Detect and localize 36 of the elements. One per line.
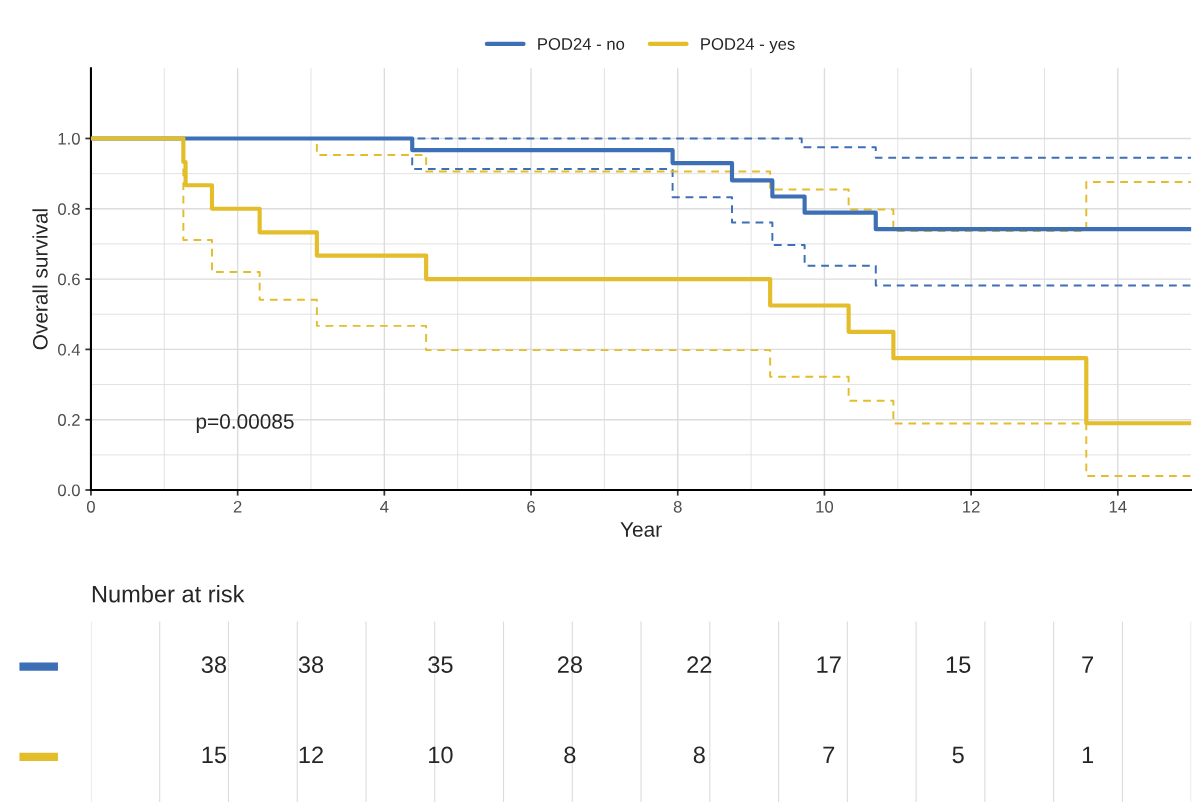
y-axis-title: Overall survival — [32, 209, 48, 350]
text: 35 — [428, 656, 453, 673]
text: 12 — [299, 746, 323, 763]
x-tick-label: 4 — [380, 501, 389, 513]
annotation: p=0.00085 — [196, 414, 294, 433]
x-tick-label: 2 — [233, 500, 242, 513]
y-tick-label: 1.0 — [58, 132, 80, 145]
x-tick-label: 8 — [673, 500, 682, 513]
text: Number at risk — [92, 585, 245, 603]
text: 7 — [1082, 656, 1093, 673]
text: 38 — [201, 656, 227, 673]
y-tick-label: 0.4 — [58, 343, 81, 356]
text: 7 — [823, 746, 835, 763]
text: 38 — [298, 656, 324, 673]
x-tick-label: 10 — [816, 500, 834, 513]
text: 8 — [564, 746, 576, 764]
text: 1 — [1082, 746, 1094, 763]
x-axis-title: Year — [620, 522, 662, 537]
legend-label: POD24 - no — [538, 38, 625, 50]
legend-label: POD24 - yes — [701, 38, 795, 54]
text: 15 — [946, 656, 971, 673]
y-tick-label: 0.6 — [58, 273, 80, 286]
x-tick-label: 12 — [963, 500, 980, 513]
text: 8 — [693, 746, 705, 764]
text: 10 — [429, 746, 453, 764]
text: 22 — [687, 656, 712, 673]
text: 28 — [557, 656, 582, 673]
x-tick-label: 14 — [1109, 501, 1127, 513]
x-tick-label: 0 — [86, 500, 95, 513]
text: 5 — [952, 746, 964, 764]
y-tick-label: 0.0 — [58, 484, 80, 497]
y-tick-label: 0.2 — [58, 414, 80, 426]
text: 15 — [202, 746, 227, 764]
y-tick-label: 0.8 — [58, 203, 80, 215]
text: 17 — [817, 656, 841, 673]
x-tick-label: 6 — [527, 500, 535, 513]
